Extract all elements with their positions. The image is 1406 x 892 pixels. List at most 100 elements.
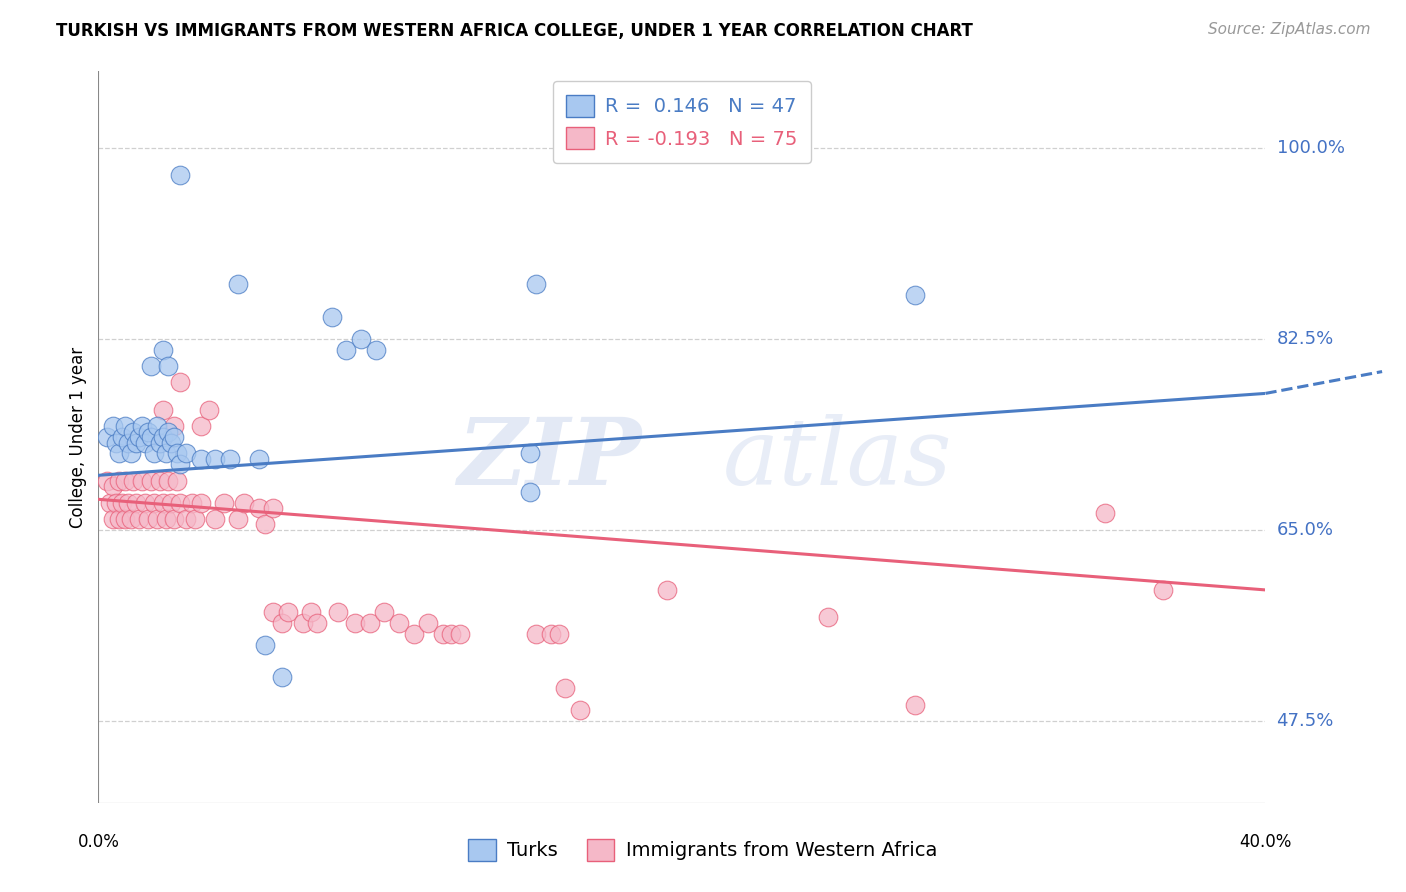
- Point: [416, 615, 439, 630]
- Point: [120, 512, 142, 526]
- Point: [212, 495, 235, 509]
- Text: Source: ZipAtlas.com: Source: ZipAtlas.com: [1208, 22, 1371, 37]
- Text: 47.5%: 47.5%: [1277, 712, 1334, 730]
- Point: [190, 419, 212, 434]
- Point: [104, 435, 127, 450]
- Point: [247, 451, 270, 466]
- Y-axis label: College, Under 1 year: College, Under 1 year: [69, 346, 87, 528]
- Point: [131, 474, 153, 488]
- Point: [1152, 582, 1174, 597]
- Text: atlas: atlas: [723, 414, 952, 504]
- Point: [904, 288, 927, 302]
- Point: [344, 615, 367, 630]
- Point: [218, 451, 240, 466]
- Point: [160, 495, 183, 509]
- Point: [166, 474, 188, 488]
- Point: [568, 703, 591, 717]
- Point: [101, 512, 124, 526]
- Point: [114, 419, 136, 434]
- Point: [142, 446, 165, 460]
- Point: [183, 512, 205, 526]
- Point: [817, 610, 839, 624]
- Point: [155, 446, 177, 460]
- Point: [350, 332, 373, 346]
- Point: [163, 512, 186, 526]
- Text: 0.0%: 0.0%: [77, 833, 120, 851]
- Point: [128, 512, 150, 526]
- Point: [277, 605, 299, 619]
- Point: [104, 495, 127, 509]
- Point: [142, 495, 165, 509]
- Text: 40.0%: 40.0%: [1239, 833, 1292, 851]
- Point: [101, 419, 124, 434]
- Point: [166, 446, 188, 460]
- Point: [335, 343, 357, 357]
- Point: [125, 495, 148, 509]
- Point: [114, 474, 136, 488]
- Point: [548, 626, 571, 640]
- Text: TURKISH VS IMMIGRANTS FROM WESTERN AFRICA COLLEGE, UNDER 1 YEAR CORRELATION CHAR: TURKISH VS IMMIGRANTS FROM WESTERN AFRIC…: [56, 22, 973, 40]
- Point: [136, 425, 159, 439]
- Legend: Turks, Immigrants from Western Africa: Turks, Immigrants from Western Africa: [461, 830, 945, 869]
- Point: [262, 501, 284, 516]
- Point: [904, 698, 927, 712]
- Point: [190, 495, 212, 509]
- Text: 82.5%: 82.5%: [1277, 330, 1334, 348]
- Point: [108, 474, 131, 488]
- Point: [149, 435, 172, 450]
- Point: [157, 425, 180, 439]
- Point: [111, 430, 134, 444]
- Point: [152, 402, 174, 417]
- Point: [114, 512, 136, 526]
- Point: [108, 446, 131, 460]
- Point: [131, 419, 153, 434]
- Point: [139, 474, 162, 488]
- Point: [96, 430, 118, 444]
- Text: 100.0%: 100.0%: [1277, 139, 1344, 157]
- Point: [152, 430, 174, 444]
- Point: [139, 430, 162, 444]
- Point: [139, 359, 162, 373]
- Point: [160, 435, 183, 450]
- Point: [519, 484, 541, 499]
- Point: [149, 474, 172, 488]
- Point: [321, 310, 343, 324]
- Point: [163, 419, 186, 434]
- Point: [271, 670, 294, 684]
- Point: [432, 626, 454, 640]
- Point: [169, 458, 191, 472]
- Point: [449, 626, 471, 640]
- Point: [174, 446, 197, 460]
- Point: [169, 495, 191, 509]
- Point: [169, 168, 191, 182]
- Point: [108, 512, 131, 526]
- Point: [157, 359, 180, 373]
- Point: [198, 402, 221, 417]
- Point: [180, 495, 202, 509]
- Point: [155, 512, 177, 526]
- Point: [111, 495, 134, 509]
- Point: [117, 435, 139, 450]
- Point: [299, 605, 322, 619]
- Point: [157, 474, 180, 488]
- Point: [136, 512, 159, 526]
- Legend: R =  0.146   N = 47, R = -0.193   N = 75: R = 0.146 N = 47, R = -0.193 N = 75: [553, 81, 811, 163]
- Point: [519, 446, 541, 460]
- Point: [271, 615, 294, 630]
- Point: [253, 517, 276, 532]
- Point: [120, 446, 142, 460]
- Point: [134, 495, 156, 509]
- Point: [134, 435, 156, 450]
- Point: [524, 626, 547, 640]
- Point: [291, 615, 314, 630]
- Point: [122, 425, 145, 439]
- Point: [190, 451, 212, 466]
- Point: [98, 495, 121, 509]
- Point: [169, 376, 191, 390]
- Point: [204, 451, 226, 466]
- Point: [373, 605, 395, 619]
- Point: [163, 430, 186, 444]
- Point: [440, 626, 463, 640]
- Point: [364, 343, 387, 357]
- Point: [204, 512, 226, 526]
